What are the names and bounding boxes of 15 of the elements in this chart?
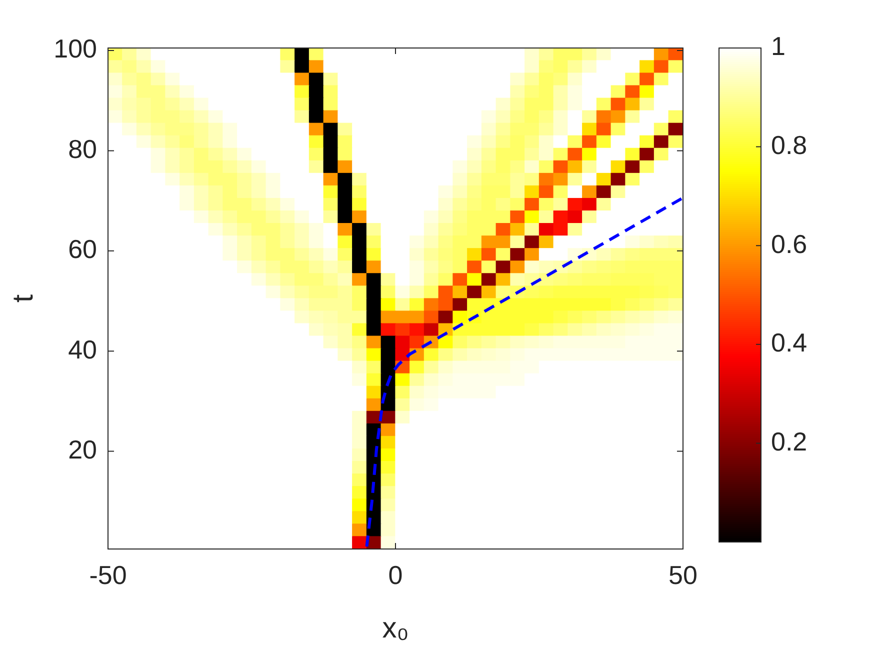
y-tick-label: 60 — [68, 234, 97, 264]
y-tick-label: 100 — [54, 34, 97, 64]
color-bar-label: 1 — [771, 31, 786, 62]
color-bar-label: 0.6 — [771, 228, 808, 259]
color-bar-label: 0.2 — [771, 426, 808, 456]
x-tick-label: -50 — [89, 560, 127, 590]
x-tick-label: 50 — [668, 560, 698, 590]
y-tick-label: 40 — [68, 334, 97, 364]
x-axis-title: x₀ — [382, 612, 409, 645]
y-tick-label: 20 — [68, 434, 97, 464]
x-tick-label: 0 — [388, 560, 403, 590]
y-tick-label: 80 — [68, 134, 97, 164]
color-bar-label: 0.4 — [771, 328, 808, 358]
color-bar-label: 0.8 — [771, 130, 808, 160]
y-axis-title: t — [7, 294, 40, 303]
